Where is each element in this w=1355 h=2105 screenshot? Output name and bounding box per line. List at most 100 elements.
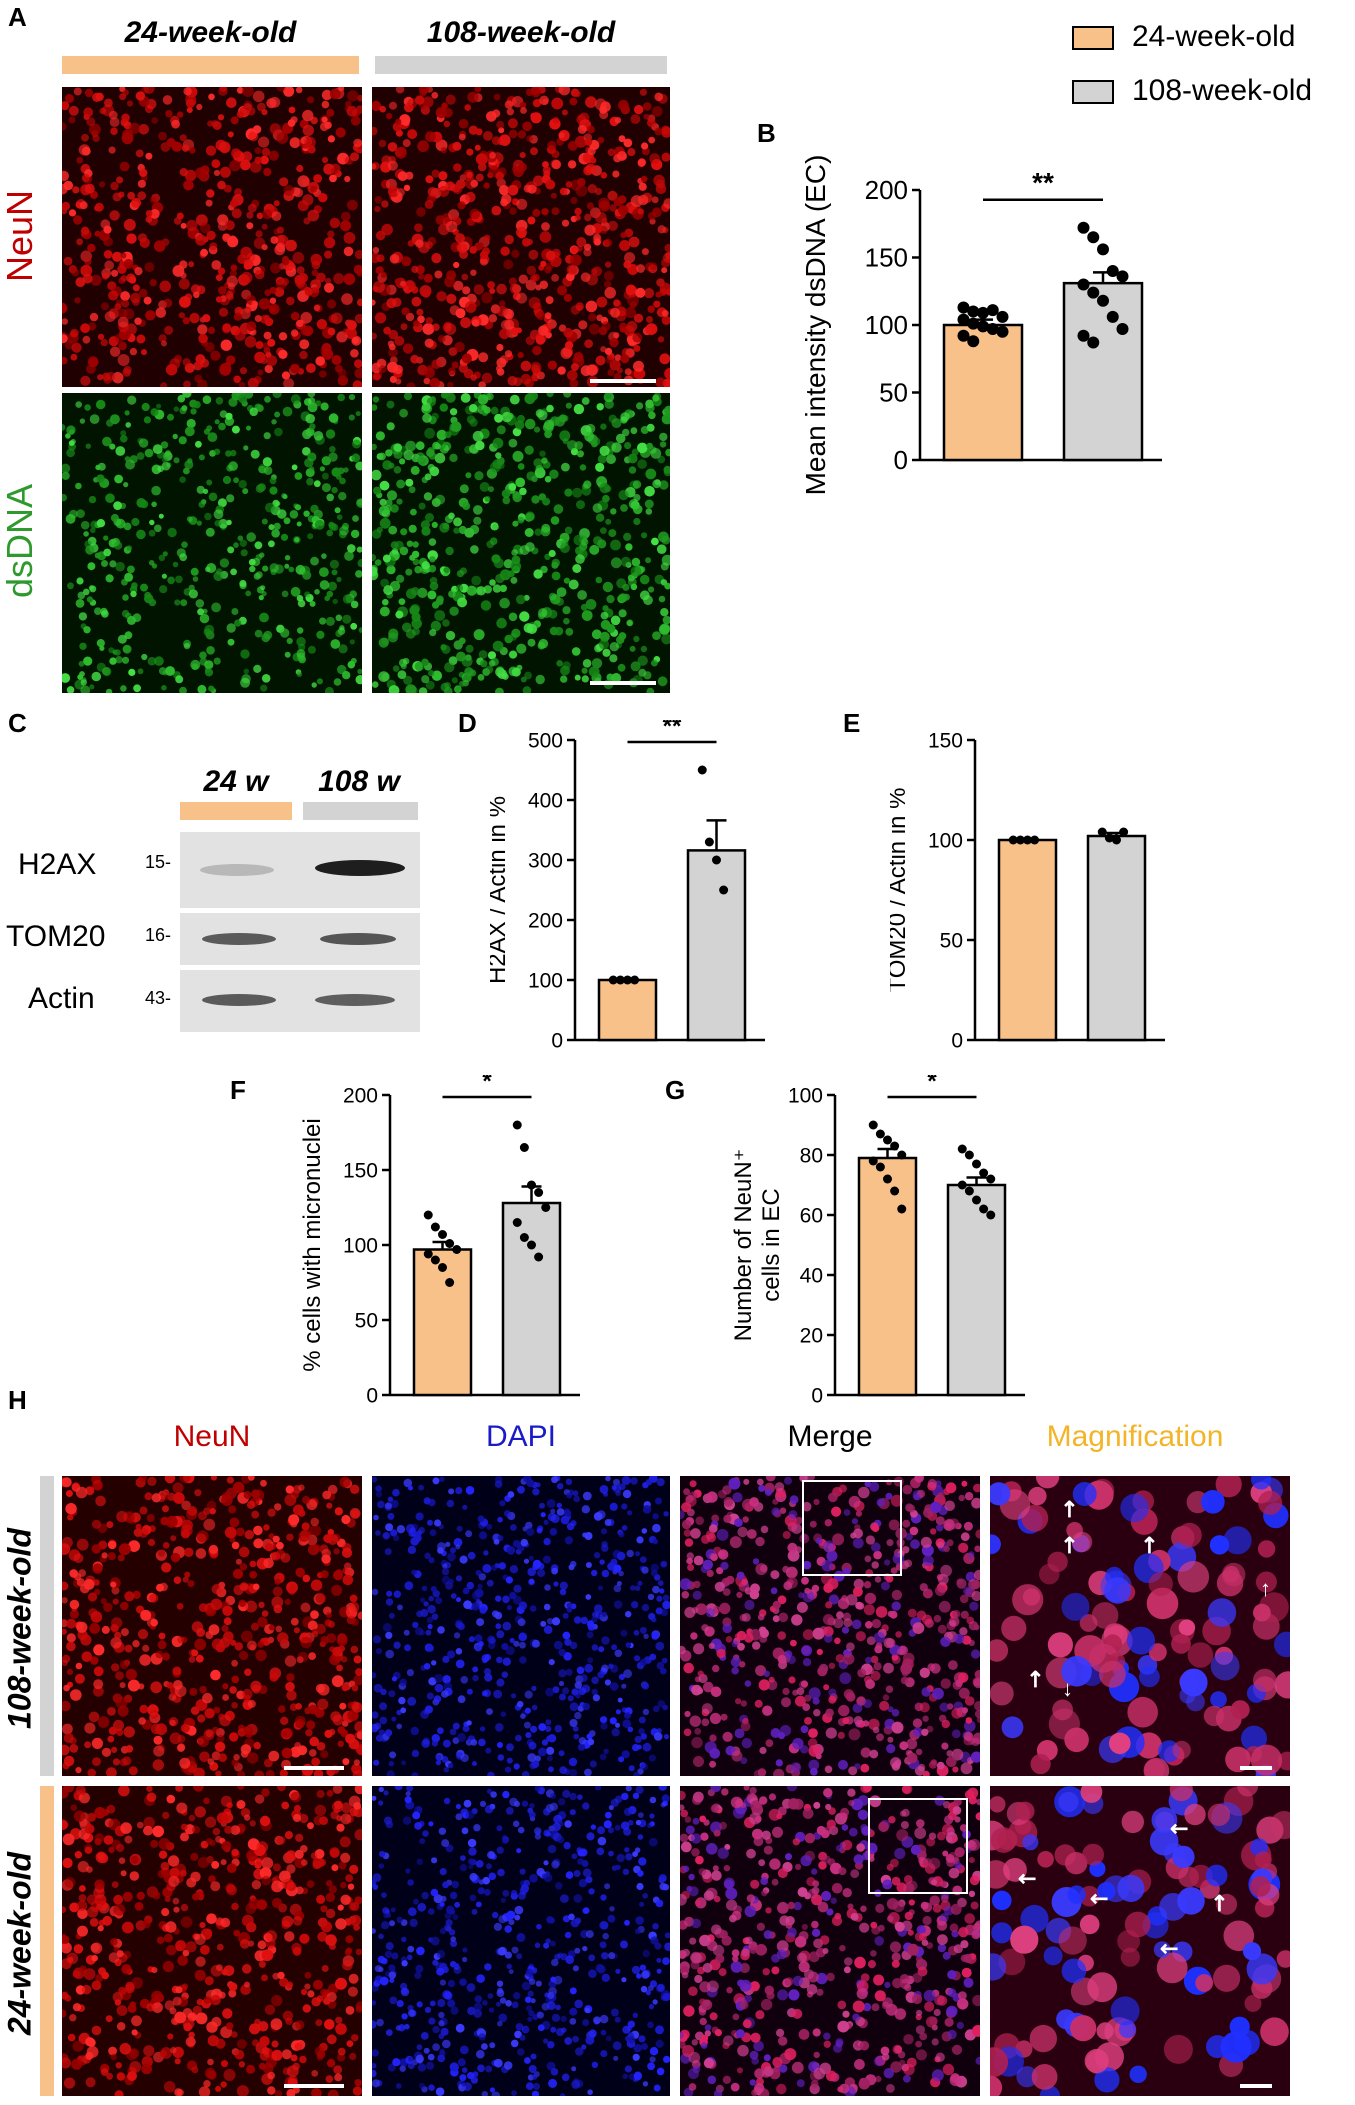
micrograph-h-magnification-young: ↗ ↗ ↗ ↗ ↗ bbox=[990, 1786, 1290, 2096]
data-point bbox=[430, 1255, 440, 1265]
bar-1 bbox=[946, 1183, 1007, 1397]
panel-letter-h: H bbox=[8, 1385, 27, 1415]
group-bar-old bbox=[375, 56, 667, 74]
scale-bar bbox=[284, 1766, 344, 1770]
micrograph-dsdna-young bbox=[62, 393, 362, 693]
band bbox=[202, 933, 276, 945]
y-axis-label: Mean intensity dsDNA (EC) bbox=[800, 155, 831, 496]
data-point bbox=[1097, 243, 1109, 256]
y-tick-label: 100 bbox=[865, 310, 908, 340]
data-point bbox=[1077, 278, 1090, 291]
y-axis-label: % cells with micronuclei bbox=[299, 1118, 326, 1371]
data-point bbox=[527, 1180, 536, 1190]
significance-marker: ** bbox=[663, 720, 682, 740]
data-point bbox=[1087, 336, 1100, 349]
col-title-magnification: Magnification bbox=[1046, 1420, 1224, 1453]
data-point bbox=[986, 323, 999, 336]
data-point bbox=[964, 1186, 974, 1196]
data-point bbox=[608, 975, 618, 985]
data-point bbox=[512, 1218, 522, 1227]
scale-bar bbox=[1240, 1766, 1272, 1770]
panel-letter-e: E bbox=[843, 708, 861, 738]
lane-bar-24w bbox=[180, 802, 292, 820]
data-point bbox=[438, 1263, 447, 1272]
row-bar-young bbox=[40, 1786, 54, 2096]
y-tick-label: 100 bbox=[528, 969, 563, 992]
data-point bbox=[986, 304, 999, 317]
arrow-icon: ↑ bbox=[1260, 1576, 1271, 1601]
y-tick-label: 0 bbox=[551, 1029, 563, 1052]
data-point bbox=[445, 1239, 455, 1248]
micrograph-h-magnification-old: ↗ ↗ ↗ ↑ ↗ ↓ bbox=[990, 1476, 1290, 1776]
y-tick-label: 200 bbox=[865, 175, 908, 205]
data-point bbox=[1097, 827, 1107, 837]
data-point bbox=[875, 1129, 885, 1139]
data-point bbox=[1030, 835, 1040, 845]
data-point bbox=[1116, 270, 1129, 283]
data-point bbox=[519, 1233, 529, 1242]
bar-1 bbox=[1086, 834, 1147, 1042]
data-point bbox=[996, 325, 1009, 338]
row-bar-old bbox=[40, 1476, 54, 1776]
data-point bbox=[967, 305, 980, 318]
data-point bbox=[890, 1141, 900, 1151]
micrograph-neun-old bbox=[372, 87, 670, 387]
bar-0 bbox=[997, 838, 1058, 1042]
data-point bbox=[697, 765, 707, 775]
data-point bbox=[957, 313, 970, 326]
y-tick-label: 80 bbox=[800, 1144, 823, 1167]
data-point bbox=[964, 1150, 974, 1160]
chart-b: 0 50 100 150 200 Mean intensity dsDNA (EC) ** bbox=[790, 150, 1230, 630]
y-tick-label: 150 bbox=[928, 729, 963, 752]
data-point bbox=[1097, 294, 1109, 307]
y-axis-label: Number of NeuN⁺ bbox=[730, 1149, 757, 1342]
micrograph-h-neun-young bbox=[62, 1786, 362, 2096]
data-point bbox=[1119, 827, 1129, 837]
col-title-dapi: DAPI bbox=[485, 1420, 557, 1453]
micrograph-h-dapi-old bbox=[372, 1476, 670, 1776]
group-bar-young bbox=[62, 56, 359, 74]
group-title-young: 24-week-old bbox=[124, 16, 297, 49]
y-tick-label: 150 bbox=[343, 1159, 378, 1182]
y-tick-label: 400 bbox=[528, 789, 563, 812]
data-point bbox=[972, 1195, 981, 1205]
arrow-icon: ↓ bbox=[1062, 1676, 1073, 1701]
data-point bbox=[986, 1210, 996, 1220]
data-point bbox=[957, 329, 970, 342]
data-point bbox=[445, 1278, 455, 1287]
wb-mw-actin: 43- bbox=[145, 988, 172, 1008]
data-point bbox=[1015, 835, 1025, 845]
y-tick-label: 20 bbox=[800, 1324, 823, 1347]
y-tick-label: 100 bbox=[788, 1084, 823, 1107]
scale-bar bbox=[1240, 2084, 1272, 2088]
data-point bbox=[423, 1249, 433, 1259]
chart-g: 0 20 40 60 80 100 Number of NeuN⁺ cells in EC * bbox=[700, 1068, 1040, 1425]
zoom-box bbox=[802, 1480, 902, 1576]
wb-label-actin: Actin bbox=[28, 982, 95, 1015]
micrograph-h-dapi-young bbox=[372, 1786, 670, 2096]
data-point bbox=[438, 1230, 447, 1239]
y-tick-label: 0 bbox=[811, 1384, 823, 1407]
lane-label-108w: 108 w bbox=[318, 765, 400, 798]
data-point bbox=[534, 1252, 544, 1262]
data-point bbox=[957, 1180, 967, 1190]
data-point bbox=[623, 975, 632, 985]
y-tick-label: 60 bbox=[800, 1204, 823, 1227]
data-point bbox=[986, 1174, 996, 1184]
data-point bbox=[883, 1174, 892, 1184]
y-axis-label: TOM20 / Actin in % bbox=[890, 788, 911, 993]
data-point bbox=[1077, 329, 1090, 342]
data-point bbox=[883, 1135, 892, 1145]
y-tick-label: 50 bbox=[355, 1309, 378, 1332]
significance-marker: * bbox=[927, 1075, 937, 1095]
row-label-neun: NeuN bbox=[0, 189, 40, 283]
data-point bbox=[967, 335, 980, 348]
data-point bbox=[979, 1168, 989, 1178]
data-point bbox=[957, 1144, 967, 1154]
wb-blot-h2ax bbox=[180, 832, 420, 908]
data-point bbox=[1116, 323, 1129, 336]
data-point bbox=[1112, 835, 1121, 845]
wb-mw-tom20: 16- bbox=[145, 925, 172, 945]
data-point bbox=[868, 1120, 878, 1130]
panel-letter-d: D bbox=[458, 708, 477, 738]
